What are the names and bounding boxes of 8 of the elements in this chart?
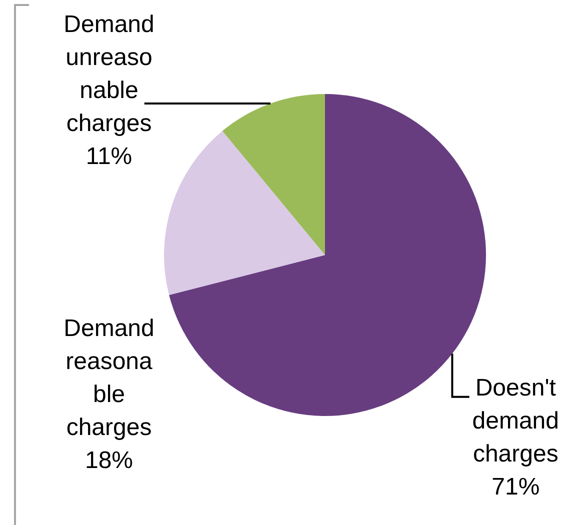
data-label: 18% <box>84 447 134 474</box>
slice-label: Doesn't demand charges <box>472 374 559 468</box>
data-label: 71% <box>492 474 540 500</box>
data-label: 11% <box>86 143 132 170</box>
pie-slice <box>164 130 325 296</box>
pie-slice <box>222 94 325 255</box>
slice-label: Demand unreasonable charges <box>64 11 154 137</box>
slice-label: Demand reasonable charges <box>64 315 154 441</box>
